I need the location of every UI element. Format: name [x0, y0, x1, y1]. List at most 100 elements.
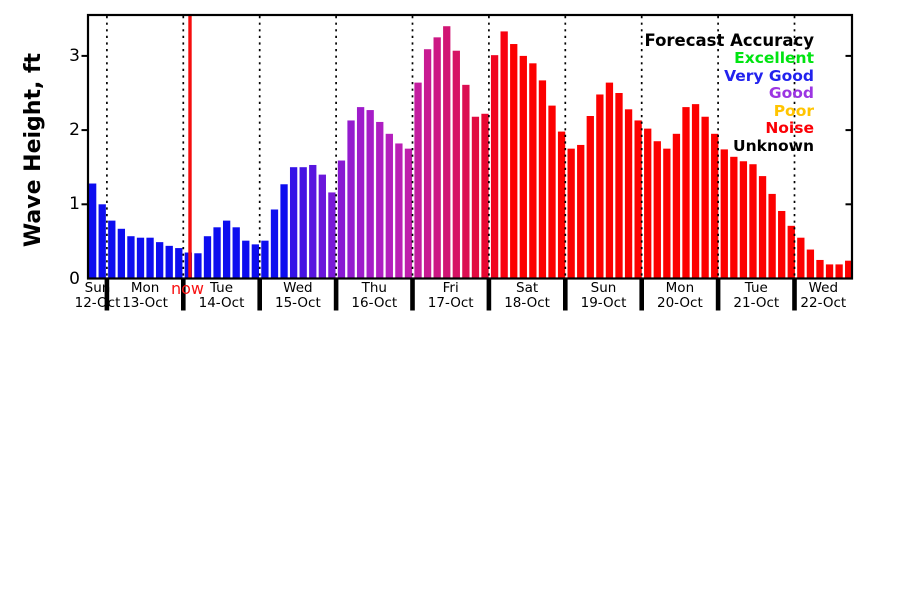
wave-bar: [768, 193, 776, 279]
day-name: Sun: [590, 280, 617, 296]
wave-bar: [443, 26, 451, 279]
now-label: now: [170, 279, 205, 298]
wave-bar: [471, 116, 480, 279]
day-name: Tue: [744, 280, 768, 296]
day-label: Sat 18-Oct: [489, 280, 565, 312]
legend-entry-very-good: Very Good: [724, 66, 814, 85]
wave-bar: [529, 63, 537, 279]
wave-bar: [395, 143, 403, 279]
legend-entry-unknown: Unknown: [733, 136, 814, 155]
wave-bar: [490, 55, 499, 279]
wave-bar: [165, 245, 173, 279]
now-line: [188, 15, 192, 279]
wave-bar: [175, 248, 183, 279]
wave-bar: [222, 220, 231, 279]
day-name: Sun: [84, 280, 111, 296]
wave-bar: [567, 148, 575, 279]
day-date: 21-Oct: [733, 295, 780, 312]
wave-bar: [251, 244, 259, 279]
plot-border: [86, 13, 854, 280]
bars-group: [89, 26, 852, 279]
wave-bar: [672, 133, 681, 279]
wave-bar: [414, 82, 422, 279]
day-separator-tick: [563, 279, 568, 311]
day-label: Tue 14-Oct: [184, 280, 260, 312]
wave-bar: [280, 184, 288, 279]
wave-bar: [433, 37, 441, 279]
wave-bar: [309, 164, 317, 279]
wave-bar: [605, 82, 614, 279]
wave-bar: [682, 107, 690, 279]
wave-bar: [98, 204, 106, 279]
wave-bar: [89, 183, 97, 279]
day-separator-tick: [486, 279, 492, 311]
day-name: Thu: [361, 280, 387, 296]
wave-bar: [624, 109, 633, 279]
wave-bar: [653, 141, 661, 279]
wave-bar: [787, 225, 795, 279]
wave-bar: [232, 227, 240, 279]
wave-bar: [739, 161, 748, 279]
wave-bar: [701, 116, 709, 279]
day-date: 19-Oct: [580, 295, 627, 312]
wave-bar: [194, 253, 202, 279]
wave-bar: [711, 133, 719, 279]
wave-bar: [510, 44, 518, 279]
wave-bar: [356, 107, 365, 279]
day-separator-tick: [257, 279, 262, 311]
day-label: Wed 22-Oct: [785, 280, 861, 312]
wave-bar: [596, 94, 604, 279]
wave-bar: [127, 236, 135, 279]
wave-bar: [548, 105, 556, 279]
day-label: Sun 12-Oct: [60, 280, 136, 311]
wave-bar: [806, 249, 815, 279]
day-name: Mon: [130, 280, 160, 296]
wave-bar: [778, 210, 786, 279]
day-date: 18-Oct: [504, 295, 550, 312]
wave-bar: [691, 104, 700, 279]
plot-canvas: [81, 13, 854, 311]
day-date: 20-Oct: [657, 295, 703, 312]
legend-title: Forecast Accuracy: [644, 31, 814, 50]
y-tick-label: 0: [69, 268, 80, 289]
wave-bar: [318, 174, 326, 279]
wave-bar: [730, 156, 738, 279]
legend-entry-poor: Poor: [773, 101, 814, 120]
wave-bar: [155, 242, 164, 279]
day-separator-tick: [181, 279, 186, 311]
day-date: 16-Oct: [351, 295, 398, 312]
day-label: Mon 20-Oct: [642, 280, 718, 312]
day-label: Tue 21-Oct: [718, 280, 794, 312]
legend-entries: Excellent Very Good Good Poor Noise Unknown: [644, 49, 814, 156]
wave-bar: [481, 113, 489, 279]
day-name: Tue: [209, 280, 234, 296]
legend-entry-excellent: Excellent: [734, 49, 814, 67]
day-separator-tick: [715, 279, 721, 311]
wave-bar: [404, 148, 413, 279]
y-tick-label: 1: [69, 194, 80, 215]
wave-bar: [797, 237, 805, 279]
wave-bar: [117, 228, 126, 279]
forecast-accuracy-legend: Forecast Accuracy Excellent Very Good Good…: [644, 32, 814, 156]
wave-bar: [385, 133, 393, 279]
wave-bar: [749, 164, 757, 279]
day-date: 15-Oct: [275, 295, 321, 312]
wave-bar: [270, 209, 279, 279]
wave-bar: [835, 264, 843, 279]
day-name: Wed: [283, 280, 313, 296]
day-date: 14-Oct: [198, 295, 245, 312]
day-label: Wed 15-Oct: [260, 280, 336, 312]
wave-bar: [663, 148, 671, 279]
day-separator-tick: [639, 279, 644, 311]
wave-bar: [328, 192, 336, 279]
day-name: Wed: [808, 280, 839, 296]
wave-bar: [242, 240, 250, 279]
day-date: 22-Oct: [800, 295, 847, 312]
wave-bar: [758, 176, 767, 279]
day-name: Mon: [665, 280, 695, 296]
wave-bar: [644, 128, 652, 279]
day-date: 13-Oct: [122, 295, 168, 312]
day-label: Sun 19-Oct: [566, 280, 642, 312]
day-separator-tick: [104, 279, 110, 311]
